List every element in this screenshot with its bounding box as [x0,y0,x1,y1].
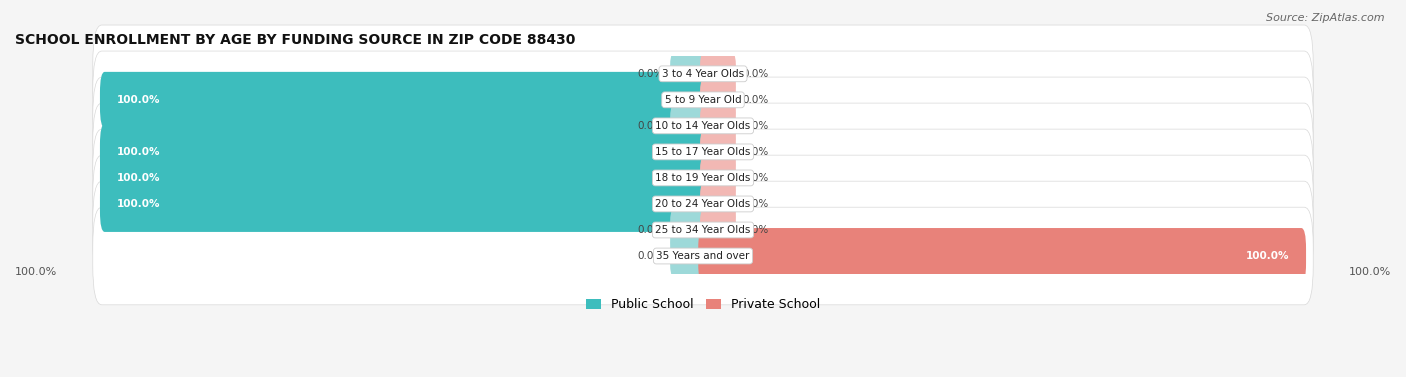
Text: 20 to 24 Year Olds: 20 to 24 Year Olds [655,199,751,209]
Text: 0.0%: 0.0% [742,121,768,131]
Text: 0.0%: 0.0% [638,121,664,131]
FancyBboxPatch shape [93,77,1313,175]
FancyBboxPatch shape [671,106,706,146]
Text: 100.0%: 100.0% [117,199,160,209]
Text: 0.0%: 0.0% [638,69,664,79]
FancyBboxPatch shape [100,176,707,232]
FancyBboxPatch shape [93,25,1313,123]
Text: 18 to 19 Year Olds: 18 to 19 Year Olds [655,173,751,183]
FancyBboxPatch shape [100,124,707,180]
Text: SCHOOL ENROLLMENT BY AGE BY FUNDING SOURCE IN ZIP CODE 88430: SCHOOL ENROLLMENT BY AGE BY FUNDING SOUR… [15,34,575,48]
FancyBboxPatch shape [93,181,1313,279]
FancyBboxPatch shape [699,228,1306,284]
Text: 0.0%: 0.0% [638,251,664,261]
Text: 15 to 17 Year Olds: 15 to 17 Year Olds [655,147,751,157]
FancyBboxPatch shape [93,51,1313,149]
Text: 10 to 14 Year Olds: 10 to 14 Year Olds [655,121,751,131]
FancyBboxPatch shape [93,103,1313,201]
Text: 3 to 4 Year Olds: 3 to 4 Year Olds [662,69,744,79]
Text: 100.0%: 100.0% [15,267,58,277]
Text: Source: ZipAtlas.com: Source: ZipAtlas.com [1267,13,1385,23]
FancyBboxPatch shape [100,150,707,206]
Text: 100.0%: 100.0% [117,173,160,183]
FancyBboxPatch shape [700,158,735,198]
Text: 5 to 9 Year Old: 5 to 9 Year Old [665,95,741,105]
FancyBboxPatch shape [700,184,735,224]
FancyBboxPatch shape [700,210,735,250]
FancyBboxPatch shape [700,80,735,120]
Text: 100.0%: 100.0% [1348,267,1391,277]
FancyBboxPatch shape [700,132,735,172]
Legend: Public School, Private School: Public School, Private School [581,293,825,316]
FancyBboxPatch shape [93,207,1313,305]
Text: 0.0%: 0.0% [742,95,768,105]
Text: 0.0%: 0.0% [638,225,664,235]
Text: 35 Years and over: 35 Years and over [657,251,749,261]
Text: 0.0%: 0.0% [742,173,768,183]
FancyBboxPatch shape [700,54,735,94]
Text: 25 to 34 Year Olds: 25 to 34 Year Olds [655,225,751,235]
FancyBboxPatch shape [671,236,706,276]
Text: 100.0%: 100.0% [117,95,160,105]
Text: 0.0%: 0.0% [742,199,768,209]
Text: 0.0%: 0.0% [742,225,768,235]
Text: 0.0%: 0.0% [742,69,768,79]
Text: 100.0%: 100.0% [117,147,160,157]
Text: 100.0%: 100.0% [1246,251,1289,261]
FancyBboxPatch shape [700,106,735,146]
FancyBboxPatch shape [671,210,706,250]
Text: 0.0%: 0.0% [742,147,768,157]
FancyBboxPatch shape [100,72,707,128]
FancyBboxPatch shape [93,129,1313,227]
FancyBboxPatch shape [93,155,1313,253]
FancyBboxPatch shape [671,54,706,94]
